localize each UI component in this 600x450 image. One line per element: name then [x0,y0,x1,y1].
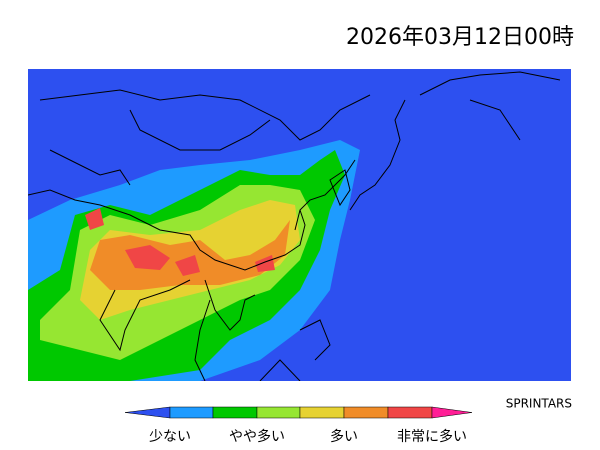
legend-swatch [431,406,473,419]
legend-label: 非常に多い [397,428,467,445]
credit: SPRINTARS [506,397,572,411]
aerosol-higher [90,220,290,290]
legend-swatch [212,406,258,419]
legend-swatch [343,406,389,419]
coastline [28,159,356,381]
aerosol-very-high [85,208,275,276]
border [39,89,371,186]
legend: 少ない やや多い 多い 非常に多い [124,406,473,445]
title: 2026年03月12日00時 [346,25,574,50]
legend-swatch [169,406,214,419]
map [28,69,571,381]
legend-swatch [256,406,301,419]
legend-swatch [124,406,171,419]
legend-label: 多い [330,428,358,445]
legend-swatch [299,406,345,419]
legend-label: やや多い [229,428,285,445]
coastline [259,71,561,381]
legend-label: 少ない [149,429,191,445]
legend-swatch [387,406,433,419]
